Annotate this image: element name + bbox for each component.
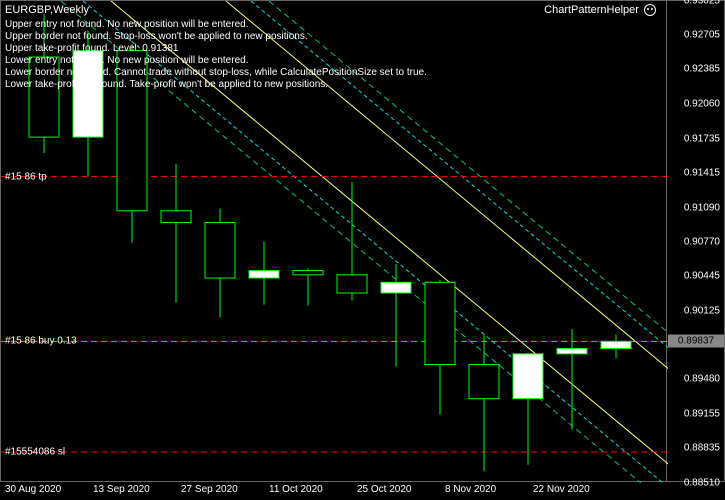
time-tick-label: 13 Sep 2020 bbox=[93, 484, 150, 495]
price-tick-label: 0.92060 bbox=[684, 99, 720, 110]
indicator-label: ChartPatternHelper bbox=[544, 4, 656, 16]
price-tick-label: 0.90125 bbox=[684, 305, 720, 316]
time-tick-label: 22 Nov 2020 bbox=[533, 484, 590, 495]
price-tick-label: 0.93025 bbox=[684, 0, 720, 7]
time-axis: 30 Aug 2020 13 Sep 2020 27 Sep 2020 11 Oct … bbox=[0, 482, 725, 500]
hline-label: #15554086 sl bbox=[5, 447, 65, 458]
price-tick-label: 0.90445 bbox=[684, 271, 720, 282]
current-price-label: 0.89837 bbox=[668, 335, 724, 348]
time-tick-label: 11 Oct 2020 bbox=[269, 484, 323, 495]
indicator-name: ChartPatternHelper bbox=[544, 4, 639, 16]
price-tick-label: 0.89155 bbox=[684, 409, 720, 420]
time-tick-label: 30 Aug 2020 bbox=[5, 484, 61, 495]
hline-label: #15 86 tp bbox=[5, 171, 47, 182]
price-axis: 0.93025 0.92705 0.92385 0.92060 0.91735 0.914… bbox=[667, 0, 725, 482]
time-tick-label: 8 Nov 2020 bbox=[445, 484, 496, 495]
price-tick-label: 0.91090 bbox=[684, 202, 720, 213]
status-text: Upper entry not found. No new position w… bbox=[5, 19, 427, 91]
price-tick-label: 0.90770 bbox=[684, 236, 720, 247]
price-tick-label: 0.91735 bbox=[684, 133, 720, 144]
price-tick-label: 0.92705 bbox=[684, 30, 720, 41]
hline-label: #15 86 buy 0.13 bbox=[5, 336, 77, 347]
chart-container: EURGBP,Weekly ChartPatternHelper Upper e… bbox=[0, 0, 725, 500]
price-tick-label: 0.92385 bbox=[684, 64, 720, 75]
time-tick-label: 25 Oct 2020 bbox=[357, 484, 411, 495]
time-tick-label: 27 Sep 2020 bbox=[181, 484, 238, 495]
smiley-icon bbox=[644, 4, 656, 16]
symbol-label: EURGBP,Weekly bbox=[5, 4, 89, 16]
chart-plot-area[interactable]: EURGBP,Weekly ChartPatternHelper Upper e… bbox=[0, 0, 667, 482]
price-tick-label: 0.91415 bbox=[684, 167, 720, 178]
price-tick-label: 0.89480 bbox=[684, 374, 720, 385]
price-tick-label: 0.88835 bbox=[684, 443, 720, 454]
